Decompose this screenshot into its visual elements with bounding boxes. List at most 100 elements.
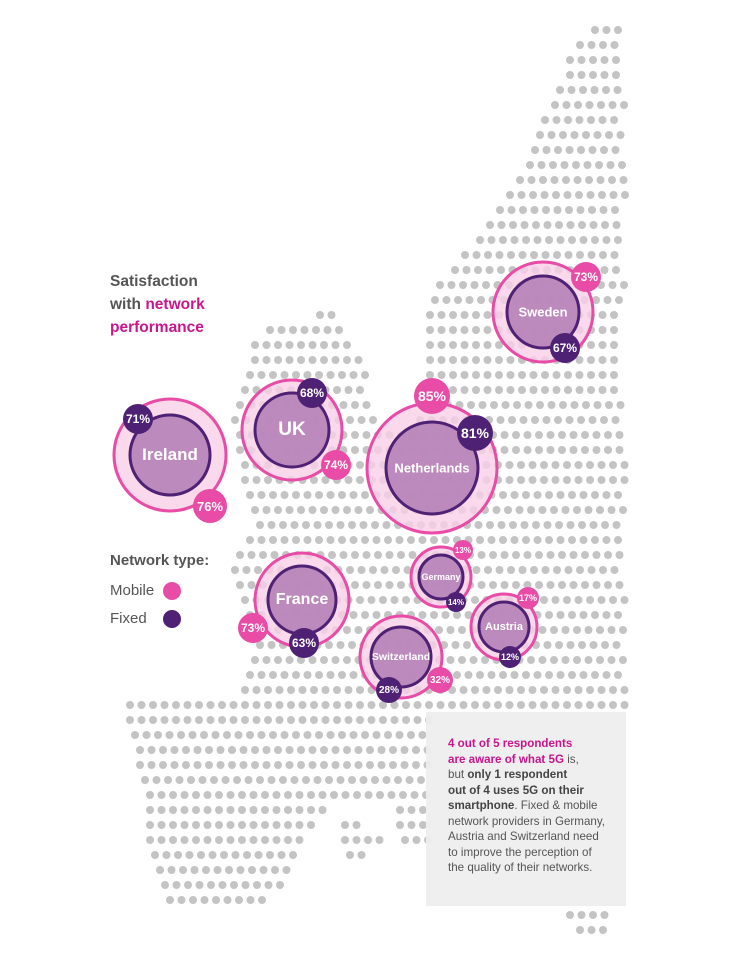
map-dot: [551, 686, 560, 694]
map-dot: [588, 206, 596, 214]
map-dot: [526, 161, 534, 169]
map-dot: [616, 401, 625, 409]
map-dot: [220, 851, 228, 859]
map-dot: [295, 836, 304, 844]
map-dot: [543, 521, 552, 529]
map-dot: [303, 731, 312, 739]
map-dot: [483, 311, 492, 319]
map-dot: [601, 641, 609, 649]
map-dot: [197, 851, 205, 859]
map-dot: [610, 386, 618, 394]
map-dot: [375, 836, 384, 844]
map-dot: [157, 806, 166, 814]
map-dot: [564, 116, 572, 124]
map-dot: [279, 521, 287, 529]
map-dot: [542, 416, 551, 424]
map-dot: [374, 551, 382, 559]
map-dot: [565, 206, 573, 214]
map-dot: [172, 701, 180, 709]
map-dot: [451, 266, 459, 274]
map-dot: [357, 851, 366, 859]
map-dot: [308, 746, 317, 754]
map-dot: [447, 281, 456, 289]
map-dot: [522, 671, 530, 679]
note-line-5: network providers in Germany,: [448, 814, 606, 828]
map-dot: [377, 761, 386, 769]
map-dot: [589, 641, 598, 649]
map-dot: [226, 821, 235, 829]
map-dot: [361, 611, 369, 619]
map-dot: [583, 161, 592, 169]
map-dot: [408, 551, 417, 559]
map-dot: [581, 446, 589, 454]
map-dot: [262, 341, 271, 349]
map-dot: [533, 671, 542, 679]
map-dot: [339, 551, 348, 559]
note-line-8: the quality of their networks.: [448, 861, 593, 874]
map-dot: [236, 401, 244, 409]
map-dot: [591, 236, 599, 244]
map-dot: [558, 446, 566, 454]
map-dot: [595, 161, 603, 169]
map-dot: [512, 551, 520, 559]
map-dot: [377, 746, 386, 754]
map-dot: [597, 476, 606, 484]
map-dot: [564, 371, 572, 379]
map-dot: [267, 776, 276, 784]
map-dot: [562, 101, 571, 109]
map-dot: [320, 506, 328, 514]
map-dot: [549, 161, 557, 169]
map-dot: [489, 551, 497, 559]
map-dot: [246, 536, 254, 544]
map-dot: [573, 626, 581, 634]
map-dot: [586, 476, 594, 484]
map-dot: [495, 251, 504, 259]
map-dot: [587, 386, 595, 394]
map-dot: [558, 581, 566, 589]
map-dot: [499, 536, 507, 544]
map-dot: [338, 491, 346, 499]
map-dot: [536, 401, 544, 409]
map-dot: [180, 821, 189, 829]
map-dot: [556, 611, 565, 619]
map-dot: [607, 626, 616, 634]
map-dot: [579, 236, 588, 244]
map-dot: [481, 656, 489, 664]
map-dot: [336, 641, 345, 649]
map-dot: [569, 551, 578, 559]
map-dot: [500, 431, 509, 439]
map-dot: [575, 356, 584, 364]
map-dot: [529, 191, 537, 199]
note-line-6: Austria and Switzerland need: [448, 830, 599, 843]
map-dot: [519, 416, 528, 424]
title-line-1: Satisfaction: [110, 273, 198, 290]
map-dot: [195, 881, 204, 889]
map-dot: [546, 431, 555, 439]
map-dot: [192, 806, 200, 814]
title-line-2a: with: [110, 296, 146, 313]
map-dot: [379, 701, 387, 709]
map-dot: [205, 746, 213, 754]
map-dot: [500, 446, 509, 454]
fixed-ring-netherlands: [384, 420, 480, 516]
map-dot: [413, 716, 422, 724]
map-dot: [598, 326, 607, 334]
map-dot: [566, 911, 574, 919]
map-dot: [272, 806, 281, 814]
map-dot: [602, 26, 611, 34]
map-dot: [387, 791, 396, 799]
map-dot: [587, 116, 595, 124]
map-dot: [482, 686, 491, 694]
map-dot: [280, 371, 289, 379]
map-dot: [601, 221, 609, 229]
map-dot: [343, 356, 351, 364]
map-dot: [316, 311, 324, 319]
map-dot: [236, 446, 244, 454]
map-dot: [390, 716, 399, 724]
map-dot: [277, 851, 286, 859]
map-dot: [574, 686, 583, 694]
map-dot: [472, 251, 481, 259]
map-dot: [519, 206, 527, 214]
map-dot: [264, 686, 272, 694]
map-dot: [476, 671, 484, 679]
